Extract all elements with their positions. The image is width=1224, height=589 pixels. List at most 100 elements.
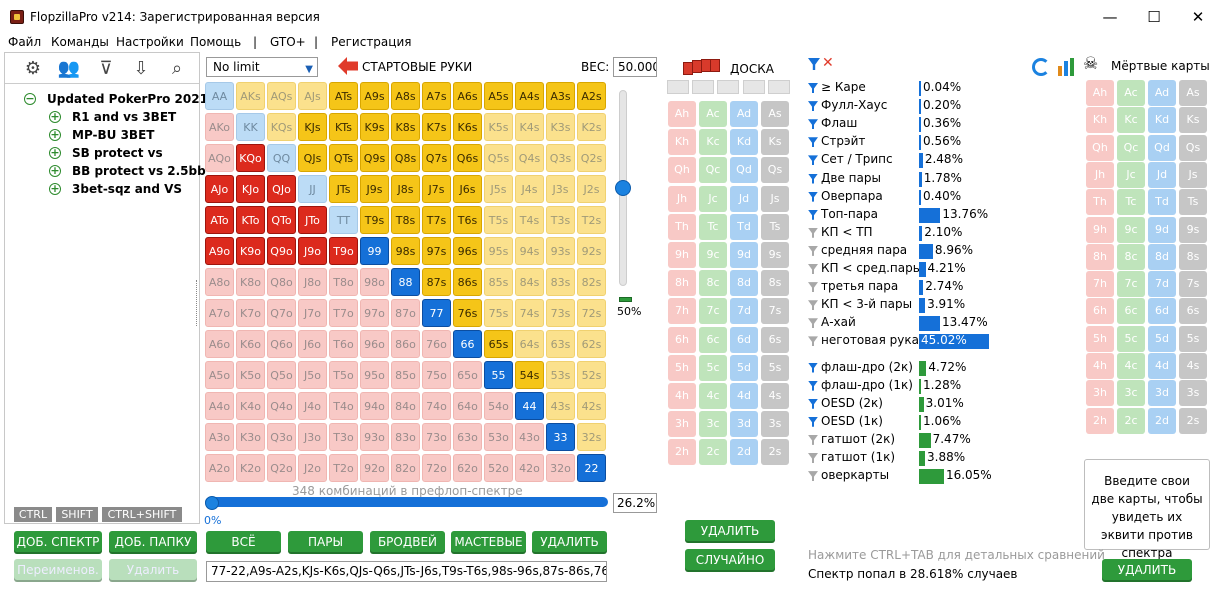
board-card[interactable]: 9c bbox=[699, 242, 727, 268]
dead-card[interactable]: Ad bbox=[1148, 80, 1176, 106]
hand-cell[interactable]: K5s bbox=[484, 113, 513, 141]
clear-range-button[interactable]: УДАЛИТЬ bbox=[532, 531, 607, 554]
hand-cell[interactable]: KTs bbox=[329, 113, 358, 141]
filter-icon[interactable] bbox=[808, 264, 818, 274]
hand-cell[interactable]: Q3o bbox=[267, 423, 296, 451]
stat-row[interactable]: неготовая рука 45.02% bbox=[808, 333, 1008, 350]
hand-cell[interactable]: 52s bbox=[577, 361, 606, 389]
hand-cell[interactable]: 64o bbox=[453, 392, 482, 420]
dead-card[interactable]: Kh bbox=[1086, 107, 1114, 134]
hand-cell[interactable]: Q4s bbox=[515, 144, 544, 172]
dead-card[interactable]: Ks bbox=[1179, 107, 1207, 134]
dead-card[interactable]: Th bbox=[1086, 189, 1114, 216]
board-card[interactable]: 3c bbox=[699, 411, 727, 438]
menu-gto[interactable]: GTO+ bbox=[270, 35, 306, 49]
tree-item[interactable]: R1 and vs 3BET bbox=[72, 110, 177, 124]
hand-cell[interactable]: 42o bbox=[515, 454, 544, 482]
dead-card[interactable]: Kd bbox=[1148, 107, 1176, 134]
filter-icon[interactable] bbox=[808, 282, 818, 293]
hand-cell[interactable]: 84s bbox=[515, 268, 544, 296]
hand-cell[interactable]: J2s bbox=[577, 175, 606, 203]
dead-card[interactable]: Qc bbox=[1117, 134, 1145, 161]
hand-cell[interactable]: A4o bbox=[205, 392, 234, 420]
hand-cell[interactable]: 54o bbox=[484, 392, 513, 420]
hand-cell[interactable]: 97s bbox=[422, 237, 451, 265]
dead-card[interactable]: Js bbox=[1179, 161, 1207, 188]
filter-icon[interactable] bbox=[808, 227, 818, 238]
hand-cell[interactable]: K6o bbox=[236, 330, 265, 358]
hand-cell[interactable]: QJs bbox=[298, 144, 327, 172]
board-card[interactable]: 4d bbox=[730, 383, 758, 409]
clear-filter-icon[interactable]: ✕ bbox=[822, 55, 834, 71]
dead-card[interactable]: 6d bbox=[1148, 298, 1176, 325]
select-pairs-button[interactable]: ПАРЫ bbox=[288, 531, 363, 554]
board-card[interactable]: 4h bbox=[668, 383, 696, 409]
hand-cell[interactable]: J9o bbox=[298, 237, 327, 265]
board-slot[interactable] bbox=[692, 80, 714, 94]
hand-cell[interactable]: 88 bbox=[391, 268, 420, 296]
hand-cell[interactable]: A6s bbox=[453, 82, 482, 110]
hand-cell[interactable]: 83s bbox=[546, 268, 575, 296]
hand-cell[interactable]: 63s bbox=[546, 330, 575, 358]
dead-card[interactable]: Tc bbox=[1117, 189, 1145, 216]
hand-cell[interactable]: 65o bbox=[453, 361, 482, 389]
dead-card[interactable]: 6s bbox=[1179, 298, 1207, 325]
hand-cell[interactable]: 53o bbox=[484, 423, 513, 451]
hand-cell[interactable]: T8o bbox=[329, 268, 358, 296]
hand-cell[interactable]: 55 bbox=[484, 361, 513, 389]
stat-row[interactable]: Стрэйт 0.56% bbox=[808, 134, 1008, 151]
board-card[interactable]: 9h bbox=[668, 242, 696, 268]
dead-card[interactable]: 3s bbox=[1179, 380, 1207, 407]
hand-cell[interactable]: 22 bbox=[577, 454, 606, 482]
dead-card[interactable]: 5d bbox=[1148, 325, 1176, 352]
hand-cell[interactable]: 72o bbox=[422, 454, 451, 482]
hand-cell[interactable]: 98o bbox=[360, 268, 389, 296]
add-folder-button[interactable]: ДОБ. ПАПКУ bbox=[109, 531, 197, 554]
hand-cell[interactable]: 62s bbox=[577, 330, 606, 358]
game-type-select[interactable]: No limit ▼ bbox=[206, 57, 318, 77]
hand-cell[interactable]: A2s bbox=[577, 82, 606, 110]
filter-icon[interactable] bbox=[808, 191, 818, 202]
hand-cell[interactable]: Q8o bbox=[267, 268, 296, 296]
board-card[interactable]: 7h bbox=[668, 298, 696, 325]
stat-row[interactable]: Сет / Трипс 2.48% bbox=[808, 152, 1008, 169]
dead-card[interactable]: 6c bbox=[1117, 298, 1145, 325]
hand-cell[interactable]: 93o bbox=[360, 423, 389, 451]
hand-cell[interactable]: K6s bbox=[453, 113, 482, 141]
dead-card[interactable]: 2d bbox=[1148, 407, 1176, 434]
dead-card[interactable]: 7s bbox=[1179, 271, 1207, 298]
hand-cell[interactable]: 32o bbox=[546, 454, 575, 482]
tree-root-folder[interactable]: Updated PokerPro 2021 bbox=[47, 92, 208, 106]
weight-slider-knob[interactable] bbox=[615, 180, 631, 196]
board-card[interactable]: Td bbox=[730, 213, 758, 240]
board-card[interactable]: Kc bbox=[699, 129, 727, 156]
hand-cell[interactable]: 93s bbox=[546, 237, 575, 265]
hand-cell[interactable]: K3s bbox=[546, 113, 575, 141]
hand-cell[interactable]: A5o bbox=[205, 361, 234, 389]
hand-cell[interactable]: 82o bbox=[391, 454, 420, 482]
filter-icon[interactable] bbox=[808, 318, 818, 329]
hand-cell[interactable]: 94o bbox=[360, 392, 389, 420]
hand-cell[interactable]: 62o bbox=[453, 454, 482, 482]
back-arrow-icon[interactable] bbox=[338, 57, 358, 75]
filter-icon[interactable] bbox=[808, 209, 818, 220]
hand-cell[interactable]: 95o bbox=[360, 361, 389, 389]
dead-card[interactable]: 3c bbox=[1117, 380, 1145, 407]
board-card[interactable]: Ad bbox=[730, 101, 758, 127]
stat-row[interactable]: А-хай 13.47% bbox=[808, 315, 1008, 332]
board-card[interactable]: 4s bbox=[761, 383, 789, 409]
stat-row[interactable]: ≥ Каре 0.04% bbox=[808, 80, 1008, 97]
filter-icon[interactable] bbox=[808, 434, 818, 445]
dead-card[interactable]: 4h bbox=[1086, 353, 1114, 379]
dead-card[interactable]: 4c bbox=[1117, 353, 1145, 379]
hand-cell[interactable]: K7s bbox=[422, 113, 451, 141]
hand-cell[interactable]: KK bbox=[236, 113, 265, 141]
dead-card[interactable]: 9c bbox=[1117, 216, 1145, 243]
board-card[interactable]: 8s bbox=[761, 270, 789, 297]
hand-cell[interactable]: 32s bbox=[577, 423, 606, 451]
hand-cell[interactable]: 98s bbox=[391, 237, 420, 265]
board-card[interactable]: 2d bbox=[730, 439, 758, 466]
hand-cell[interactable]: K4s bbox=[515, 113, 544, 141]
hand-cell[interactable]: 52o bbox=[484, 454, 513, 482]
hand-cell[interactable]: T2o bbox=[329, 454, 358, 482]
